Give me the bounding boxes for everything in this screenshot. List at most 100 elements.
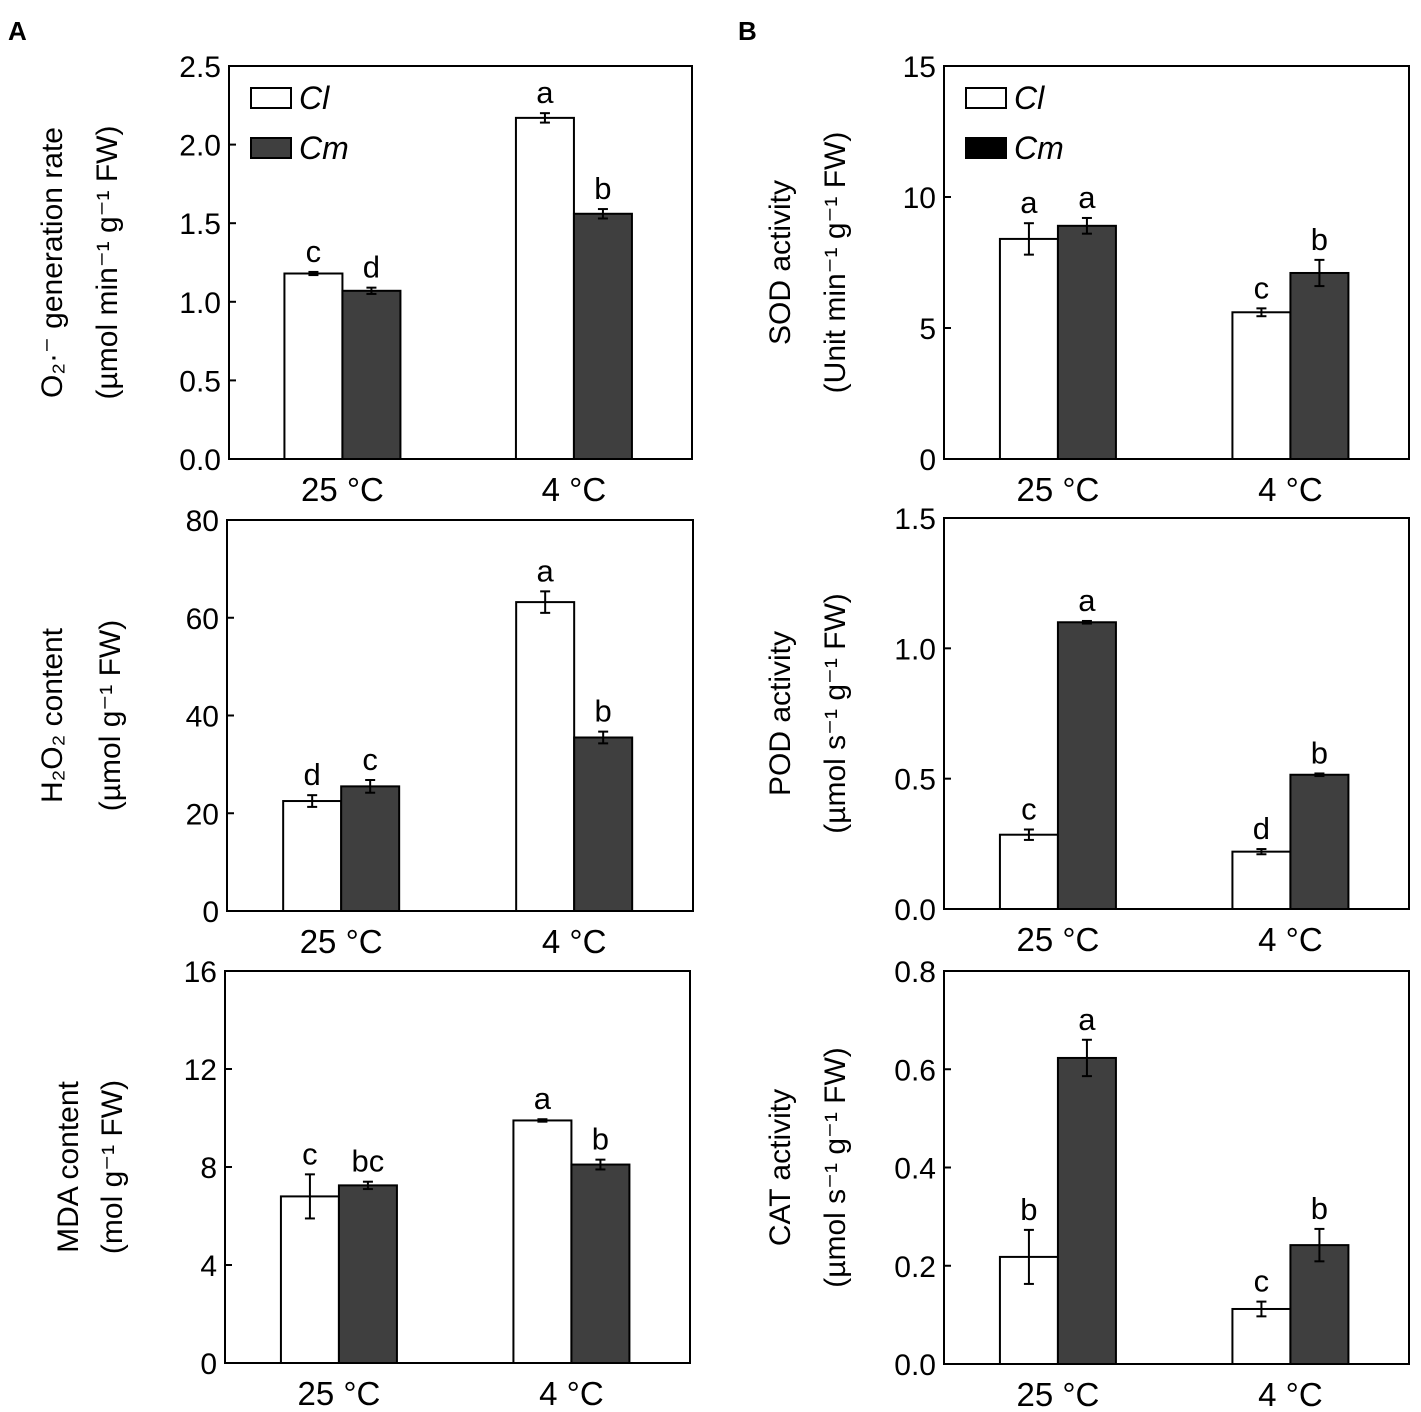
y-tick-label: 20	[186, 798, 219, 831]
significance-letter: a	[1078, 1002, 1096, 1037]
x-category-label: 4 °C	[1258, 471, 1323, 508]
bar-cl	[998, 833, 1059, 911]
bar-cm	[1289, 1244, 1350, 1366]
panel-letter-b: B	[738, 16, 757, 46]
y-tick-label: 0	[202, 896, 219, 929]
x-category-label: 4 °C	[539, 1375, 604, 1412]
x-category-label: 25 °C	[1016, 921, 1099, 958]
y-tick-label: 0.5	[894, 764, 936, 797]
y-tick-label: 0.5	[179, 365, 221, 398]
y-tick-label: 4	[200, 1250, 217, 1283]
significance-letter: c	[1021, 791, 1037, 826]
significance-letter: c	[362, 742, 378, 777]
bar-cl	[1231, 311, 1292, 460]
y-tick-label: 10	[903, 182, 936, 215]
y-tick-label: 1.0	[894, 633, 936, 666]
x-category-label: 4 °C	[542, 923, 607, 960]
y-axis-label: H₂O₂ content	[36, 627, 69, 803]
plot-frame	[943, 65, 1410, 460]
charts-group: 0.0 0.5 1.0 1.5 2.0 2.5 O₂·⁻ generation rate (µ…	[36, 51, 1410, 1412]
significance-letter: bc	[352, 1144, 385, 1179]
y-axis-label: CAT activity	[764, 1089, 797, 1246]
x-category-label: 25 °C	[297, 1375, 380, 1412]
significance-letter: b	[1311, 735, 1328, 770]
x-category-label: 25 °C	[1016, 1376, 1099, 1412]
bar-cl	[1231, 850, 1292, 910]
x-category-label: 25 °C	[1016, 471, 1099, 508]
bar-cm	[1289, 271, 1350, 461]
x-category-label: 25 °C	[301, 471, 384, 508]
legend-label-cl: Cl	[299, 80, 330, 116]
y-axis-unit-label: (µmol min⁻¹ g⁻¹ FW)	[91, 126, 124, 400]
legend-label-cl: Cl	[1014, 80, 1045, 116]
bar-cm	[572, 212, 633, 460]
y-tick-label: 0.8	[894, 956, 936, 989]
significance-letter: d	[363, 250, 380, 285]
y-tick-label: 15	[903, 51, 936, 84]
bar-cm	[1056, 621, 1117, 910]
significance-letter: b	[594, 171, 611, 206]
bar-cm	[341, 289, 402, 460]
bar-cl	[515, 601, 576, 912]
y-tick-label: 80	[186, 505, 219, 538]
significance-letter: a	[536, 75, 554, 110]
significance-letter: a	[1078, 180, 1096, 215]
legend-swatch-cl	[250, 87, 292, 109]
significance-letter: a	[1020, 185, 1038, 220]
y-tick-label: 40	[186, 701, 219, 734]
bar-cm	[340, 785, 401, 913]
y-axis-unit-label: (Unit min⁻¹ g⁻¹ FW)	[819, 132, 852, 394]
y-tick-label: 5	[919, 313, 936, 346]
significance-letter: c	[306, 234, 322, 269]
y-tick-label: 1.5	[894, 503, 936, 536]
significance-letter: a	[1078, 583, 1096, 618]
y-axis-unit-label: (µmol s⁻¹ g⁻¹ FW)	[819, 593, 852, 834]
y-tick-label: 16	[184, 956, 217, 989]
significance-letter: b	[1020, 1192, 1037, 1227]
x-category-label: 4 °C	[1258, 1376, 1323, 1412]
bar-cm	[1056, 224, 1117, 460]
y-axis-unit-label: (µmol s⁻¹ g⁻¹ FW)	[819, 1047, 852, 1288]
y-axis-unit-label: (mol g⁻¹ FW)	[96, 1080, 129, 1254]
y-tick-label: 0.2	[894, 1251, 936, 1284]
significance-letter: a	[537, 553, 555, 588]
legend-label-cm: Cm	[1014, 130, 1064, 166]
chart-o2: 0.0 0.5 1.0 1.5 2.0 2.5 O₂·⁻ generation rate (µ…	[36, 51, 693, 508]
y-tick-label: 12	[184, 1054, 217, 1087]
significance-letter: b	[592, 1122, 609, 1157]
y-tick-label: 0.0	[894, 1349, 936, 1382]
y-tick-label: 0	[919, 444, 936, 477]
bar-cl	[514, 116, 575, 460]
bar-cl	[998, 237, 1059, 460]
y-tick-label: 1.5	[179, 208, 221, 241]
significance-letter: d	[1253, 811, 1270, 846]
legend-swatch-cm	[965, 137, 1007, 159]
panel-letter-a: A	[8, 16, 27, 46]
y-axis-unit-label: (µmol g⁻¹ FW)	[94, 620, 127, 811]
significance-letter: b	[1311, 222, 1328, 257]
significance-letter: c	[302, 1136, 318, 1171]
y-tick-label: 0	[200, 1348, 217, 1381]
x-category-label: 4 °C	[1258, 921, 1323, 958]
bar-cl	[512, 1119, 573, 1364]
y-tick-label: 0.6	[894, 1054, 936, 1087]
chart-cat: 0.0 0.2 0.4 0.6 0.8 CAT activity (µmol s⁻¹ g⁻¹…	[764, 956, 1410, 1412]
bar-cm	[337, 1184, 398, 1364]
significance-letter: a	[534, 1081, 552, 1116]
bar-cl	[283, 272, 344, 460]
chart-h2o2: 0 20 40 60 80 H₂O₂ content (µmol g⁻¹ FW) 25 °C d…	[36, 505, 694, 960]
chart-sod: 0 5 10 15 SOD activity (Unit min⁻¹ g⁻¹ FW) 25 …	[764, 51, 1410, 508]
y-tick-label: 2.0	[179, 130, 221, 163]
y-axis-label: O₂·⁻ generation rate	[36, 127, 69, 398]
chart-mda: 0 4 8 12 16 MDA content (mol g⁻¹ FW) 25 °C c bc 4 …	[52, 956, 691, 1412]
bar-cm	[1289, 773, 1350, 910]
y-tick-label: 0.4	[894, 1153, 936, 1186]
x-category-label: 4 °C	[542, 471, 607, 508]
significance-letter: c	[1254, 1264, 1270, 1299]
significance-letter: b	[595, 694, 612, 729]
significance-letter: b	[1311, 1191, 1328, 1226]
y-tick-label: 60	[186, 603, 219, 636]
y-tick-label: 0.0	[894, 894, 936, 927]
legend-label-cm: Cm	[299, 130, 349, 166]
y-tick-label: 1.0	[179, 287, 221, 320]
